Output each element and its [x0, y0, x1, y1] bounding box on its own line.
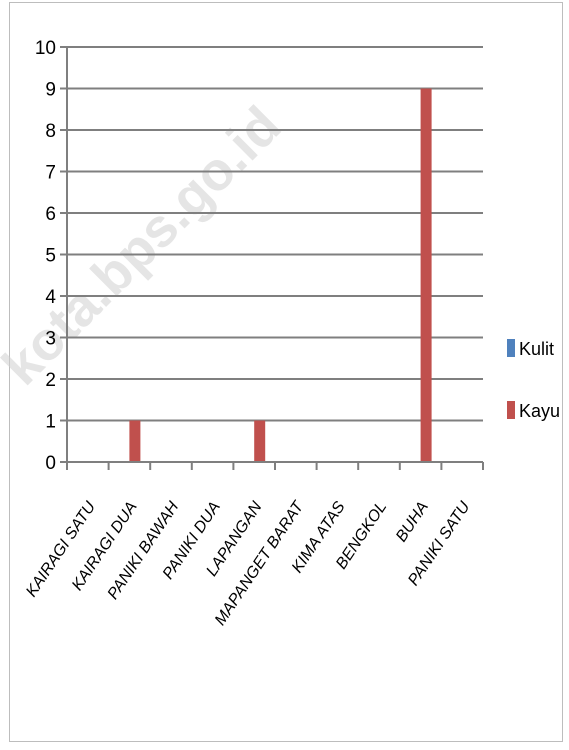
- y-tick-label: 3: [45, 329, 56, 350]
- chart-frame: [9, 2, 563, 742]
- y-tick-labels: 0 1 2 3 4 5 6 7 8 9 10: [35, 38, 57, 474]
- legend-label-kulit: Kulit: [519, 339, 554, 359]
- bar-kayu: [129, 420, 141, 462]
- y-tick-label: 9: [45, 80, 56, 101]
- y-tick-label: 4: [45, 287, 56, 308]
- y-tick-label: 6: [45, 204, 56, 225]
- legend-label-kayu: Kayu: [519, 401, 560, 421]
- y-tick-label: 1: [45, 412, 56, 433]
- watermark-text: kota.bps.go.id: [0, 95, 292, 396]
- y-tick-label: 7: [45, 163, 56, 184]
- bar-kayu: [420, 88, 432, 462]
- x-tick-label: BUHA: [393, 499, 432, 545]
- y-tick-label: 10: [35, 38, 56, 59]
- legend-swatch-kayu: [507, 401, 515, 419]
- y-tick-label: 2: [45, 370, 56, 391]
- axes: [60, 46, 484, 470]
- bar-kayu: [254, 420, 266, 462]
- legend: Kulit Kayu: [507, 339, 560, 421]
- legend-swatch-kulit: [507, 339, 515, 357]
- y-tick-label: 5: [45, 246, 56, 267]
- y-tick-label: 0: [45, 453, 56, 474]
- bars: [129, 88, 432, 462]
- y-tick-label: 8: [45, 121, 56, 142]
